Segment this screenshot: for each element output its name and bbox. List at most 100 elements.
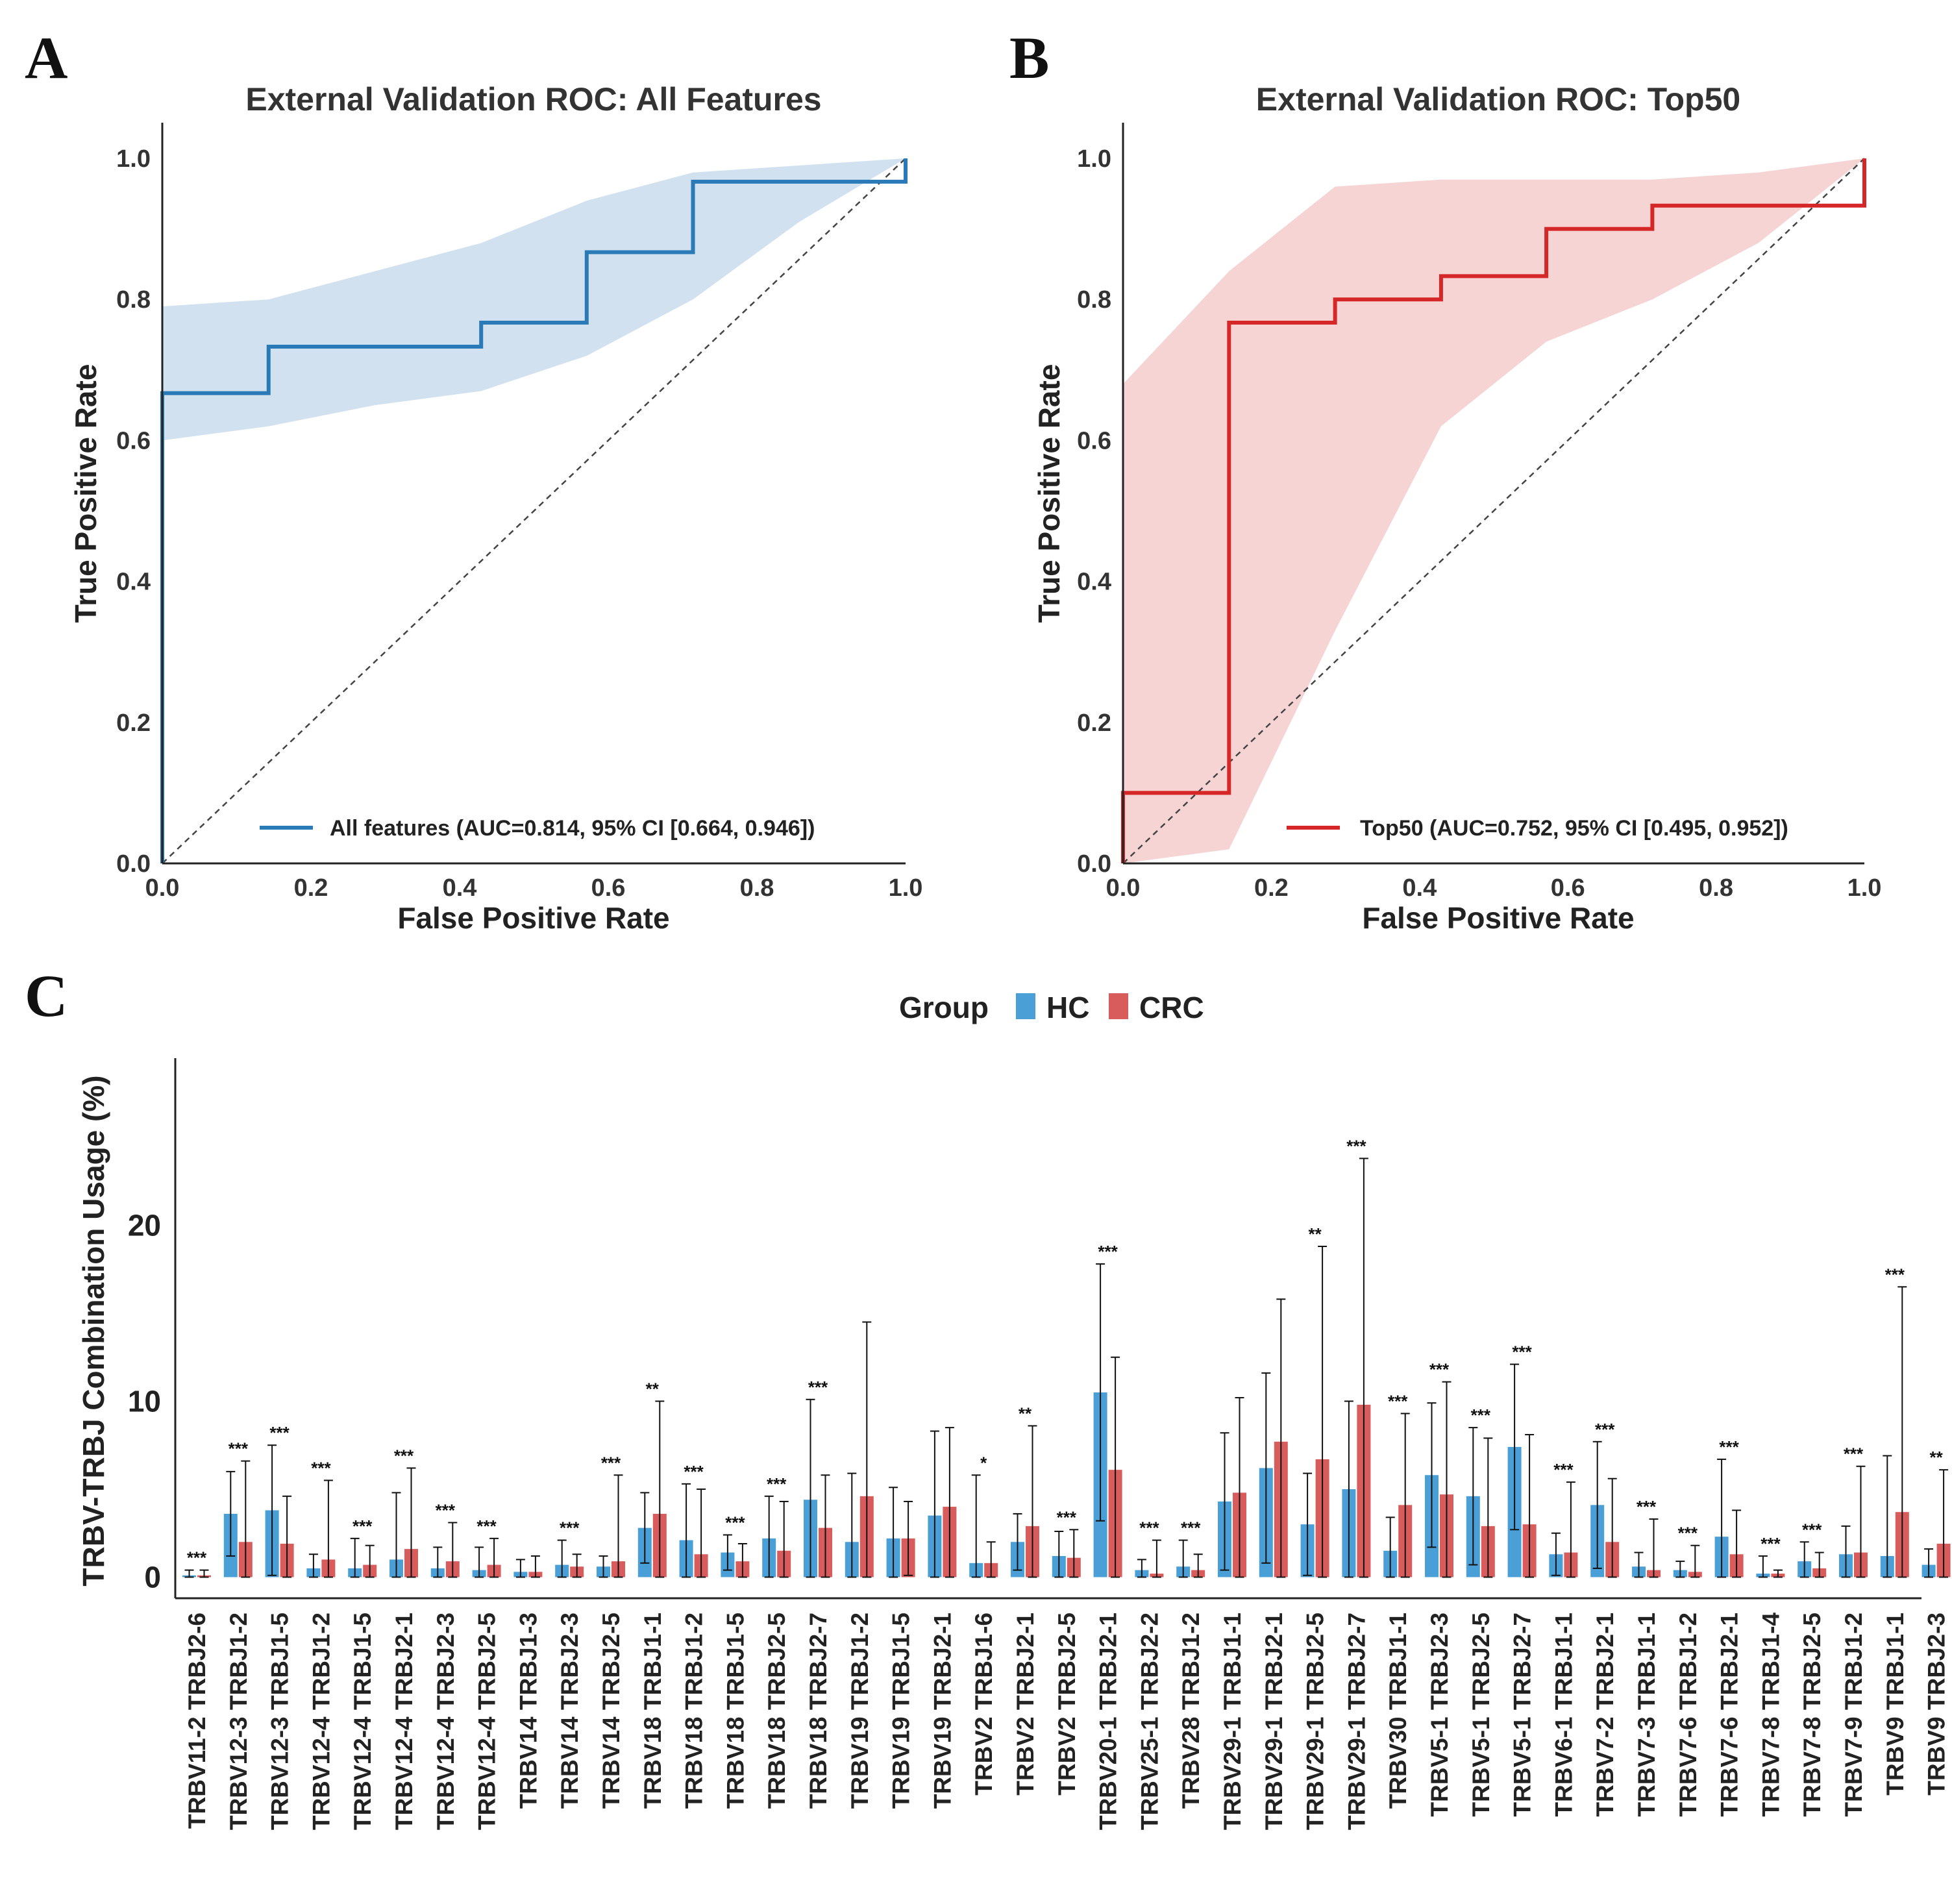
chance-diagonal: [162, 158, 906, 864]
significance-label: ***: [767, 1474, 787, 1494]
x-tick-label: TRBV14 TRBJ1-3: [515, 1613, 541, 1809]
x-tick-label: TRBV29-1 TRBJ2-1: [1261, 1613, 1287, 1830]
significance-label: ***: [684, 1462, 704, 1481]
x-tick-label: TRBV2 TRBJ1-6: [970, 1613, 997, 1796]
x-tick-label: TRBV18 TRBJ1-5: [722, 1613, 748, 1809]
x-tick-label: 1.0: [889, 874, 923, 902]
x-tick-label: 0.6: [591, 874, 626, 902]
legend-title: Group: [899, 991, 989, 1024]
x-tick-label: TRBV12-3 TRBJ1-2: [225, 1613, 252, 1830]
x-tick-label: TRBV7-3 TRBJ1-1: [1633, 1613, 1660, 1817]
y-tick-label: 20: [128, 1208, 161, 1242]
significance-label: **: [1308, 1224, 1322, 1244]
x-axis-label: False Positive Rate: [1362, 901, 1634, 935]
y-tick-label: 0.2: [1077, 710, 1111, 737]
x-tick-label: TRBV12-4 TRBJ1-2: [308, 1613, 334, 1830]
x-tick-label: TRBV9 TRBJ2-3: [1923, 1613, 1950, 1796]
significance-label: **: [1019, 1403, 1032, 1423]
confidence-band: [162, 158, 906, 441]
x-tick-label: TRBV12-4 TRBJ2-1: [391, 1613, 417, 1830]
y-tick-label: 0.0: [116, 850, 151, 878]
x-tick-label: TRBV7-8 TRBJ1-4: [1757, 1613, 1784, 1817]
significance-label: ***: [1098, 1242, 1118, 1261]
significance-label: **: [1929, 1448, 1943, 1467]
x-tick-label: TRBV5-1 TRBJ2-3: [1426, 1613, 1453, 1817]
significance-label: ***: [601, 1453, 621, 1472]
y-tick-label: 0.8: [116, 286, 151, 314]
x-tick-label: TRBV7-6 TRBJ1-2: [1675, 1613, 1701, 1817]
x-tick-label: 1.0: [1847, 874, 1882, 902]
x-axis-label: False Positive Rate: [397, 901, 669, 935]
roc-curve: [1121, 158, 1866, 863]
significance-label: ***: [394, 1446, 414, 1465]
roc-curve: [160, 158, 908, 863]
x-tick-label: TRBV7-8 TRBJ2-5: [1799, 1613, 1825, 1817]
x-tick-label: TRBV2 TRBJ2-1: [1012, 1613, 1039, 1796]
x-tick-label: 0.2: [294, 874, 328, 902]
significance-label: ***: [1471, 1405, 1491, 1425]
significance-label: ***: [1429, 1360, 1450, 1379]
legend-swatch-hc: [1016, 993, 1035, 1019]
significance-label: ***: [1844, 1444, 1864, 1464]
significance-label: ***: [1512, 1342, 1532, 1362]
y-axis-label: TRBV-TRBJ Combination Usage (%): [77, 1075, 110, 1586]
significance-label: ***: [1388, 1391, 1408, 1411]
x-tick-label: 0.4: [443, 874, 477, 902]
significance-label: ***: [1553, 1460, 1574, 1479]
legend-label: All features (AUC=0.814, 95% CI [0.664, …: [330, 816, 815, 841]
y-tick-label: 0.4: [116, 569, 151, 596]
x-tick-label: 0.2: [1254, 874, 1289, 902]
significance-label: ***: [476, 1516, 497, 1536]
significance-label: ***: [1346, 1136, 1366, 1156]
x-tick-label: TRBV5-1 TRBJ2-7: [1509, 1613, 1536, 1817]
legend-label: Top50 (AUC=0.752, 95% CI [0.495, 0.952]): [1360, 816, 1788, 841]
significance-label: ***: [436, 1500, 456, 1520]
significance-label: ***: [352, 1516, 373, 1536]
y-tick-label: 0.4: [1077, 569, 1111, 596]
x-tick-label: TRBV18 TRBJ2-5: [763, 1613, 790, 1809]
x-tick-label: TRBV19 TRBJ1-2: [846, 1613, 873, 1809]
y-tick-label: 0.6: [116, 427, 151, 454]
x-tick-label: TRBV12-3 TRBJ1-5: [267, 1613, 293, 1830]
significance-label: **: [646, 1379, 660, 1398]
y-tick-label: 1.0: [116, 145, 151, 173]
significance-label: ***: [1637, 1497, 1657, 1516]
significance-label: ***: [1139, 1518, 1159, 1538]
bar-chart-trbv-trbj: TRBV-TRBJ Combination Usage (%) Group HC…: [77, 991, 1951, 1830]
panel-letter-b: B: [1009, 25, 1049, 91]
significance-label: ***: [1761, 1534, 1781, 1553]
significance-label: ***: [1057, 1507, 1077, 1527]
significance-label: ***: [1678, 1524, 1698, 1543]
x-tick-label: 0.4: [1402, 874, 1437, 902]
x-tick-label: TRBV12-4 TRBJ1-5: [349, 1613, 376, 1830]
x-tick-label: TRBV28 TRBJ1-2: [1178, 1613, 1204, 1809]
y-tick-label: 0.8: [1077, 286, 1111, 314]
x-tick-label: TRBV12-4 TRBJ2-3: [432, 1613, 459, 1830]
y-tick-label: 0.6: [1077, 427, 1111, 454]
y-tick-label: 0: [144, 1560, 161, 1594]
significance-label: ***: [1595, 1420, 1615, 1439]
x-tick-label: 0.8: [740, 874, 774, 902]
chance-diagonal: [1122, 158, 1865, 864]
x-tick-label: TRBV29-1 TRBJ2-5: [1302, 1613, 1329, 1830]
significance-label: ***: [187, 1548, 207, 1568]
x-tick-label: TRBV30 TRBJ1-1: [1385, 1613, 1411, 1809]
x-tick-label: TRBV14 TRBJ2-5: [598, 1613, 624, 1809]
legend: Group HC CRC: [899, 991, 1204, 1024]
significance-label: ***: [269, 1423, 290, 1442]
x-tick-label: TRBV18 TRBJ2-7: [805, 1613, 832, 1809]
significance-label: ***: [725, 1513, 745, 1532]
y-axis-label: True Positive Rate: [1032, 364, 1066, 623]
significance-label: ***: [1181, 1518, 1201, 1538]
panel-letter-a: A: [25, 25, 68, 91]
y-tick-label: 0.0: [1077, 850, 1111, 878]
roc-chart-top50: External Validation ROC: Top50 False Pos…: [1032, 81, 1881, 935]
x-tick-label: TRBV7-6 TRBJ2-1: [1716, 1613, 1743, 1817]
x-tick-label: 0.0: [1106, 874, 1141, 902]
roc-chart-all-features: External Validation ROC: All Features Fa…: [69, 81, 922, 935]
x-tick-label: 0.8: [1699, 874, 1733, 902]
significance-label: ***: [1885, 1265, 1905, 1284]
significance-label: ***: [1802, 1520, 1822, 1539]
y-tick-label: 10: [128, 1384, 161, 1418]
x-tick-label: TRBV7-2 TRBJ2-1: [1592, 1613, 1618, 1817]
